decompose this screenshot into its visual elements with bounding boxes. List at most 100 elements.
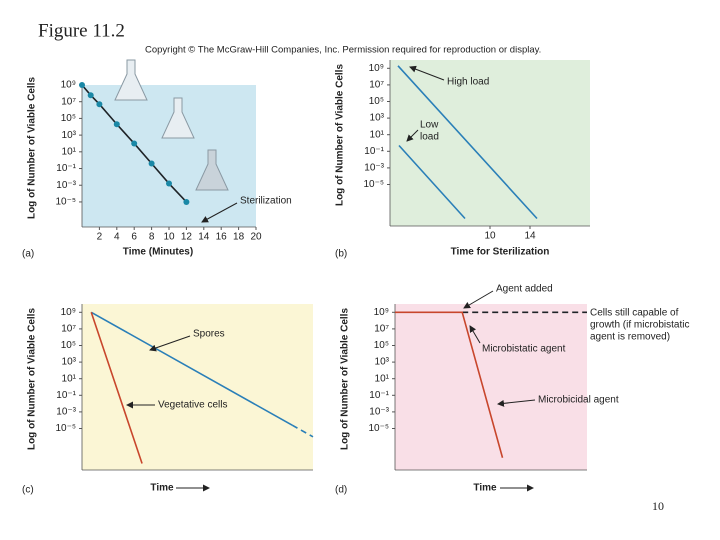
slide-title: Figure 11.2 — [38, 20, 125, 41]
y-tick-label: 10⁷ — [374, 324, 389, 335]
y-tick-label: 10⁵ — [369, 96, 384, 107]
x-axis-title: Time — [473, 483, 497, 494]
panel-label: (d) — [335, 485, 347, 496]
annotation: load — [420, 132, 439, 143]
annotation: Agent added — [496, 284, 553, 295]
x-tick-label: 16 — [216, 232, 228, 243]
y-tick-label: 10⁵ — [61, 113, 76, 124]
x-tick-label: 12 — [181, 232, 193, 243]
y-tick-label: 10⁷ — [369, 80, 384, 91]
y-tick-label: 10⁹ — [61, 80, 76, 91]
y-tick-label: 10⁻⁵ — [55, 423, 76, 434]
y-tick-label: 10⁻⁵ — [368, 423, 389, 434]
y-tick-label: 10⁻¹ — [56, 390, 76, 401]
series-line — [395, 311, 504, 458]
y-axis-title: Log of Number of Viable Cells — [27, 308, 38, 450]
data-point — [87, 92, 94, 99]
data-point — [113, 121, 120, 128]
flask — [114, 59, 229, 191]
y-tick-label: 10⁷ — [61, 96, 76, 107]
data-point — [96, 101, 103, 108]
y-tick-label: 10¹ — [375, 373, 390, 384]
x-tick-label: 14 — [198, 232, 210, 243]
series-line — [397, 65, 538, 220]
x-tick-label: 14 — [524, 231, 536, 242]
series-line — [291, 424, 314, 438]
copyright: Copyright © The McGraw-Hill Companies, I… — [145, 45, 541, 56]
arrow — [201, 202, 238, 223]
y-tick-label: 10⁻¹ — [369, 390, 389, 401]
panel-label: (c) — [22, 485, 34, 496]
x-tick-label: 2 — [97, 232, 103, 243]
y-tick-label: 10¹ — [370, 129, 385, 140]
y-tick-label: 10⁻³ — [56, 180, 76, 191]
y-tick-label: 10⁷ — [61, 324, 76, 335]
annotations: Sterilization High load Low load Spores … — [114, 59, 689, 492]
y-axis-title: Log of Number of Viable Cells — [27, 77, 38, 219]
series-line — [90, 311, 293, 426]
annotation: Sterilization — [240, 196, 292, 207]
annotation: Low — [420, 120, 439, 131]
annotation: Spores — [193, 329, 225, 340]
data-point — [79, 82, 85, 88]
x-tick-label: 10 — [484, 231, 496, 242]
annotation: Vegetative cells — [158, 400, 228, 411]
plot-background — [82, 85, 256, 227]
data-point — [166, 180, 172, 187]
x-tick-label: 6 — [131, 232, 137, 243]
series-line — [398, 144, 466, 220]
panel-label: (a) — [22, 249, 34, 260]
x-axis-title: Time for Sterilization — [451, 247, 550, 258]
y-tick-label: 10³ — [62, 357, 77, 368]
annotation: Microbicidal agent — [538, 395, 619, 406]
y-tick-label: 10³ — [375, 357, 390, 368]
arrow — [149, 335, 191, 352]
annotation: growth (if microbistatic — [590, 320, 689, 331]
x-axis-title: Time (Minutes) — [123, 247, 193, 258]
panel-label: (b) — [335, 249, 347, 260]
arrow — [406, 129, 419, 142]
y-axis-title: Log of Number of Viable Cells — [335, 64, 346, 206]
y-tick-label: 10⁻¹ — [364, 146, 384, 157]
y-tick-label: 10⁹ — [369, 63, 384, 74]
data-point — [148, 160, 155, 167]
y-tick-label: 10⁻¹ — [56, 163, 76, 174]
y-tick-label: 10⁵ — [61, 340, 76, 351]
y-tick-label: 10⁻³ — [369, 407, 389, 418]
y-tick-label: 10⁻⁵ — [363, 179, 384, 190]
series-line — [90, 312, 143, 464]
data-point — [183, 198, 190, 205]
plots: 10⁹ 10⁷ 10⁵ 10³ 10¹ 10⁻¹ 10⁻³ 10⁻⁵ 2 4 6 8 10 12 14 16 1… — [22, 60, 590, 496]
x-tick-label: 20 — [250, 232, 262, 243]
plot-background — [390, 60, 590, 226]
y-tick-label: 10⁻⁵ — [55, 197, 76, 208]
y-tick-label: 10⁻³ — [364, 163, 384, 174]
annotation: Microbistatic agent — [482, 344, 566, 355]
annotation: Cells still capable of — [590, 308, 679, 319]
y-tick-label: 10³ — [370, 113, 385, 124]
arrow — [497, 399, 536, 407]
x-tick-label: 10 — [163, 232, 175, 243]
y-tick-label: 10⁻³ — [56, 407, 76, 418]
plot-background — [395, 304, 587, 470]
arrow — [463, 290, 494, 309]
y-axis-title: Log of Number of Viable Cells — [340, 308, 351, 450]
page-number: 10 — [652, 499, 664, 513]
y-tick-label: 10⁹ — [374, 307, 389, 318]
y-tick-label: 10⁹ — [61, 307, 76, 318]
plot-background — [82, 304, 313, 470]
annotation: High load — [447, 77, 489, 88]
y-tick-label: 10¹ — [62, 146, 77, 157]
arrow — [409, 65, 445, 81]
x-tick-label: 4 — [114, 232, 120, 243]
x-tick-label: 18 — [233, 232, 245, 243]
annotation: agent is removed) — [590, 332, 670, 343]
x-axis-title: Time — [150, 483, 174, 494]
y-tick-label: 10³ — [62, 130, 77, 141]
x-tick-label: 8 — [149, 232, 155, 243]
arrow — [469, 325, 481, 344]
y-tick-label: 10¹ — [62, 373, 77, 384]
y-tick-label: 10⁵ — [374, 340, 389, 351]
data-point — [131, 140, 138, 147]
